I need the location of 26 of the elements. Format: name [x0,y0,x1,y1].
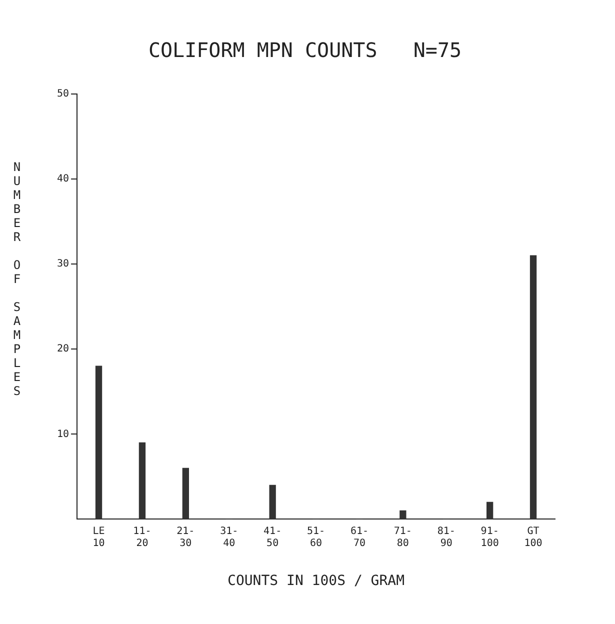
bar [486,502,494,520]
y-tick-label: 10 [56,428,70,440]
x-tick-label: 11- 20 [133,526,152,549]
x-tick-label: GT 100 [524,526,542,549]
y-axis-title: NUMBER OF SAMPLES [10,160,24,400]
bar [530,255,537,520]
chart-title: COLIFORM MPN COUNTS N=75 [148,38,462,62]
x-tick-label: 91- 100 [480,526,499,549]
x-tick-label: 61- 70 [350,526,369,549]
bar [95,366,102,520]
bar [182,468,189,520]
bar [138,442,146,520]
x-tick-label: 31- 40 [220,526,238,549]
y-tick-label: 50 [56,88,70,100]
x-tick-label: LE 10 [92,526,105,549]
bar [269,484,276,520]
x-tick-label: 51- 60 [306,526,326,549]
y-tick-label: 30 [56,258,70,270]
y-tick-label: 20 [56,344,70,355]
x-tick-label: 21- 30 [176,526,195,549]
x-tick-label: 71- 80 [394,526,412,549]
y-tick-label: 40 [56,174,70,185]
x-axis-title: COUNTS IN 100S / GRAM [228,573,405,590]
x-tick-label: 81- 90 [437,526,456,549]
x-tick-label: 41- 50 [264,526,282,549]
bar [400,510,406,520]
